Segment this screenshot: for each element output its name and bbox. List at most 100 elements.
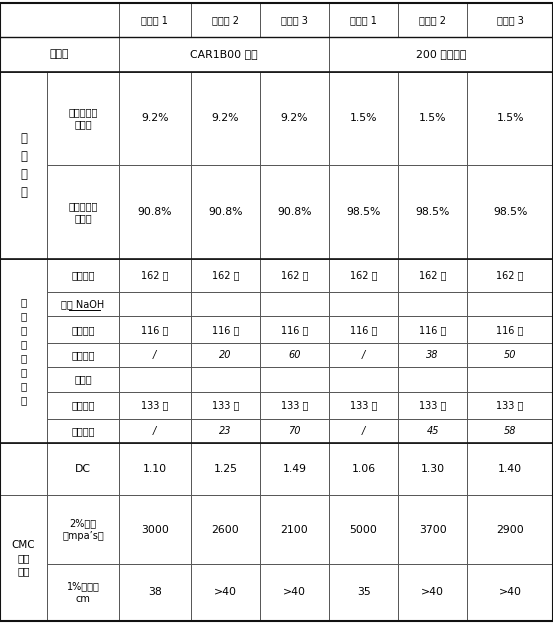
Bar: [191, 391, 260, 419]
Text: 1.25: 1.25: [213, 464, 237, 474]
Bar: [260, 316, 329, 343]
Bar: [329, 343, 398, 368]
Text: /: /: [153, 351, 156, 361]
Text: DC: DC: [75, 464, 91, 474]
Text: 116 份: 116 份: [350, 324, 377, 334]
Bar: [191, 3, 260, 37]
Bar: [119, 72, 191, 165]
Text: 1.5%: 1.5%: [419, 114, 446, 124]
Bar: [47, 495, 119, 564]
Bar: [191, 259, 260, 292]
Text: 162 份: 162 份: [141, 271, 169, 281]
Bar: [329, 259, 398, 292]
Bar: [398, 259, 467, 292]
Text: 1.49: 1.49: [283, 464, 306, 474]
Text: 162 份: 162 份: [497, 271, 524, 281]
Text: 5000: 5000: [349, 525, 378, 535]
Bar: [329, 495, 398, 564]
Bar: [47, 259, 119, 292]
Text: 浆
泼
组
成: 浆 泼 组 成: [20, 132, 27, 199]
Bar: [467, 165, 553, 259]
Text: 9.2%: 9.2%: [212, 114, 239, 124]
Bar: [398, 419, 467, 443]
Bar: [119, 165, 191, 259]
Bar: [260, 564, 329, 621]
Text: 2600: 2600: [211, 525, 239, 535]
Bar: [47, 165, 119, 259]
Text: 90.8%: 90.8%: [208, 207, 243, 217]
Bar: [191, 316, 260, 343]
Bar: [191, 495, 260, 564]
Text: 98.5%: 98.5%: [415, 207, 450, 217]
Bar: [119, 259, 191, 292]
Bar: [329, 292, 398, 316]
Text: 五碳多糖类
百分比: 五碳多糖类 百分比: [68, 107, 98, 130]
Text: CMC
理化
性能: CMC 理化 性能: [12, 540, 35, 577]
Bar: [0, 495, 47, 621]
Bar: [119, 564, 191, 621]
Text: 二步反应: 二步反应: [71, 351, 95, 361]
Bar: [47, 292, 119, 316]
Text: 一步反应: 一步反应: [71, 324, 95, 334]
Bar: [329, 37, 553, 72]
Text: 1%透明度
cm: 1%透明度 cm: [66, 581, 100, 603]
Text: 116 份: 116 份: [141, 324, 169, 334]
Bar: [467, 343, 553, 368]
Text: CAR1B00 浆泼: CAR1B00 浆泼: [190, 49, 258, 59]
Bar: [119, 368, 191, 391]
Bar: [398, 292, 467, 316]
Bar: [329, 3, 398, 37]
Bar: [398, 564, 467, 621]
Text: 133 份: 133 份: [141, 400, 169, 410]
Text: 反
应
条
件
（
用
量
）: 反 应 条 件 （ 用 量 ）: [20, 297, 27, 405]
Bar: [191, 419, 260, 443]
Text: 1.06: 1.06: [352, 464, 375, 474]
Bar: [467, 391, 553, 419]
Bar: [119, 419, 191, 443]
Text: 58: 58: [504, 426, 517, 436]
Text: 133 份: 133 份: [497, 400, 524, 410]
Text: 133 份: 133 份: [419, 400, 446, 410]
Bar: [329, 316, 398, 343]
Text: 1.40: 1.40: [498, 464, 522, 474]
Bar: [329, 564, 398, 621]
Bar: [398, 391, 467, 419]
Bar: [191, 443, 260, 495]
Bar: [0, 37, 119, 72]
Bar: [398, 368, 467, 391]
Bar: [260, 391, 329, 419]
Text: 133 份: 133 份: [350, 400, 377, 410]
Bar: [467, 72, 553, 165]
Bar: [329, 443, 398, 495]
Text: 3000: 3000: [141, 525, 169, 535]
Bar: [0, 72, 47, 259]
Text: 20: 20: [219, 351, 232, 361]
Bar: [398, 3, 467, 37]
Bar: [467, 3, 553, 37]
Text: 9.2%: 9.2%: [281, 114, 308, 124]
Bar: [119, 495, 191, 564]
Bar: [329, 419, 398, 443]
Text: 35: 35: [357, 587, 371, 597]
Text: 1.5%: 1.5%: [497, 114, 524, 124]
Bar: [119, 343, 191, 368]
Text: 38: 38: [148, 587, 161, 597]
Text: 70: 70: [288, 426, 301, 436]
Bar: [467, 316, 553, 343]
Bar: [467, 495, 553, 564]
Bar: [119, 316, 191, 343]
Text: 45: 45: [426, 426, 439, 436]
Bar: [398, 165, 467, 259]
Text: 90.8%: 90.8%: [138, 207, 172, 217]
Bar: [329, 165, 398, 259]
Text: 162 份: 162 份: [419, 271, 446, 281]
Text: 比较例 2: 比较例 2: [419, 15, 446, 25]
Bar: [398, 316, 467, 343]
Bar: [191, 343, 260, 368]
Bar: [119, 37, 329, 72]
Text: 162 份: 162 份: [350, 271, 377, 281]
Text: 比较例 1: 比较例 1: [350, 15, 377, 25]
Bar: [119, 443, 191, 495]
Bar: [47, 343, 119, 368]
Text: 二步反应: 二步反应: [71, 426, 95, 436]
